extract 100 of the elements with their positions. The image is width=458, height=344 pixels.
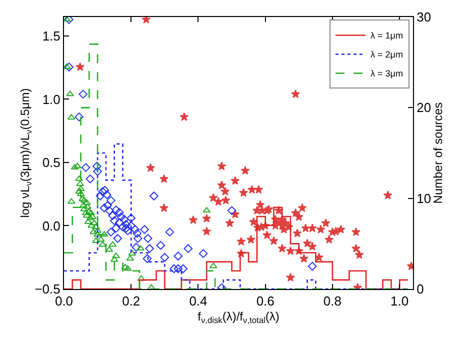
point xyxy=(94,227,102,233)
point xyxy=(132,228,142,238)
point xyxy=(142,254,152,264)
y-tick-label: 0.0 xyxy=(42,218,60,234)
y2-tick-label: 30 xyxy=(416,10,432,25)
y-tick-label: 0.5 xyxy=(42,155,60,170)
point xyxy=(78,90,88,99)
legend-label: λ = 1μm xyxy=(370,30,403,41)
point xyxy=(116,212,126,222)
point xyxy=(80,196,88,202)
point xyxy=(112,224,120,233)
point xyxy=(80,206,88,212)
x-tick-label: 0.4 xyxy=(189,294,208,309)
point xyxy=(94,231,102,237)
point xyxy=(112,252,120,258)
point xyxy=(86,214,94,220)
point xyxy=(66,90,74,96)
point xyxy=(93,166,102,176)
point xyxy=(137,275,146,281)
y2-tick-label: 0 xyxy=(416,282,424,297)
point xyxy=(82,199,91,205)
point xyxy=(308,262,317,271)
x-tick-label: 0.2 xyxy=(122,294,140,309)
point xyxy=(123,226,132,236)
point xyxy=(64,17,74,24)
point xyxy=(184,244,193,253)
legend-label: λ = 3μm xyxy=(370,68,403,79)
point xyxy=(198,249,208,258)
point xyxy=(104,206,114,215)
y-tick-label: 1.5 xyxy=(42,28,60,44)
point xyxy=(143,234,152,243)
point xyxy=(73,162,82,168)
point xyxy=(108,241,117,247)
legend-label: λ = 2μm xyxy=(370,50,403,60)
point xyxy=(92,237,100,243)
point xyxy=(64,17,71,22)
point xyxy=(156,240,166,250)
point xyxy=(106,228,116,236)
point xyxy=(174,252,182,261)
point xyxy=(136,245,144,251)
point xyxy=(114,218,124,227)
point xyxy=(106,196,116,205)
point xyxy=(121,264,130,270)
point xyxy=(90,228,98,234)
point xyxy=(67,198,76,204)
point xyxy=(178,264,188,274)
point xyxy=(76,186,85,192)
point xyxy=(82,212,91,218)
point xyxy=(120,215,129,224)
point xyxy=(84,218,92,224)
point xyxy=(113,234,122,243)
point xyxy=(100,231,108,237)
point xyxy=(112,206,120,214)
point xyxy=(122,220,130,229)
point xyxy=(110,256,118,262)
point xyxy=(110,216,119,226)
point xyxy=(88,222,96,228)
point xyxy=(86,174,95,184)
point xyxy=(114,208,124,217)
x-tick-label: 0.8 xyxy=(323,294,342,309)
point xyxy=(64,62,74,72)
point xyxy=(108,211,118,220)
point xyxy=(160,252,170,262)
point xyxy=(126,255,134,261)
point xyxy=(64,63,71,69)
point xyxy=(67,114,76,120)
point xyxy=(100,186,110,195)
y2-axis-title: Number of sources xyxy=(431,102,446,204)
x-tick-label: 1.0 xyxy=(390,294,409,309)
point xyxy=(82,210,90,216)
point xyxy=(140,225,149,234)
point xyxy=(132,242,141,252)
point xyxy=(174,264,182,274)
point xyxy=(165,228,174,236)
point xyxy=(74,112,84,122)
point xyxy=(75,175,84,181)
point xyxy=(70,164,79,170)
point xyxy=(75,188,84,194)
point xyxy=(76,190,85,196)
point xyxy=(124,265,132,271)
point xyxy=(96,192,105,200)
point xyxy=(170,264,178,274)
point xyxy=(81,163,90,172)
x-axis-title: f$_{ν,disk}$(λ)/f$_{ν,total}$(λ) xyxy=(198,310,280,326)
point xyxy=(130,225,140,234)
point xyxy=(128,250,136,256)
y-tick-label: 1.0 xyxy=(42,92,60,107)
point xyxy=(98,187,107,196)
point xyxy=(84,203,92,209)
point xyxy=(92,162,102,171)
y2-tick-label: 20 xyxy=(416,100,432,116)
point xyxy=(202,207,211,213)
point xyxy=(102,190,112,200)
y2-tick-label: 10 xyxy=(416,190,432,206)
point xyxy=(126,214,136,223)
point xyxy=(150,192,158,200)
point xyxy=(100,204,109,212)
point xyxy=(227,206,236,215)
point xyxy=(145,244,154,253)
point xyxy=(209,262,218,268)
